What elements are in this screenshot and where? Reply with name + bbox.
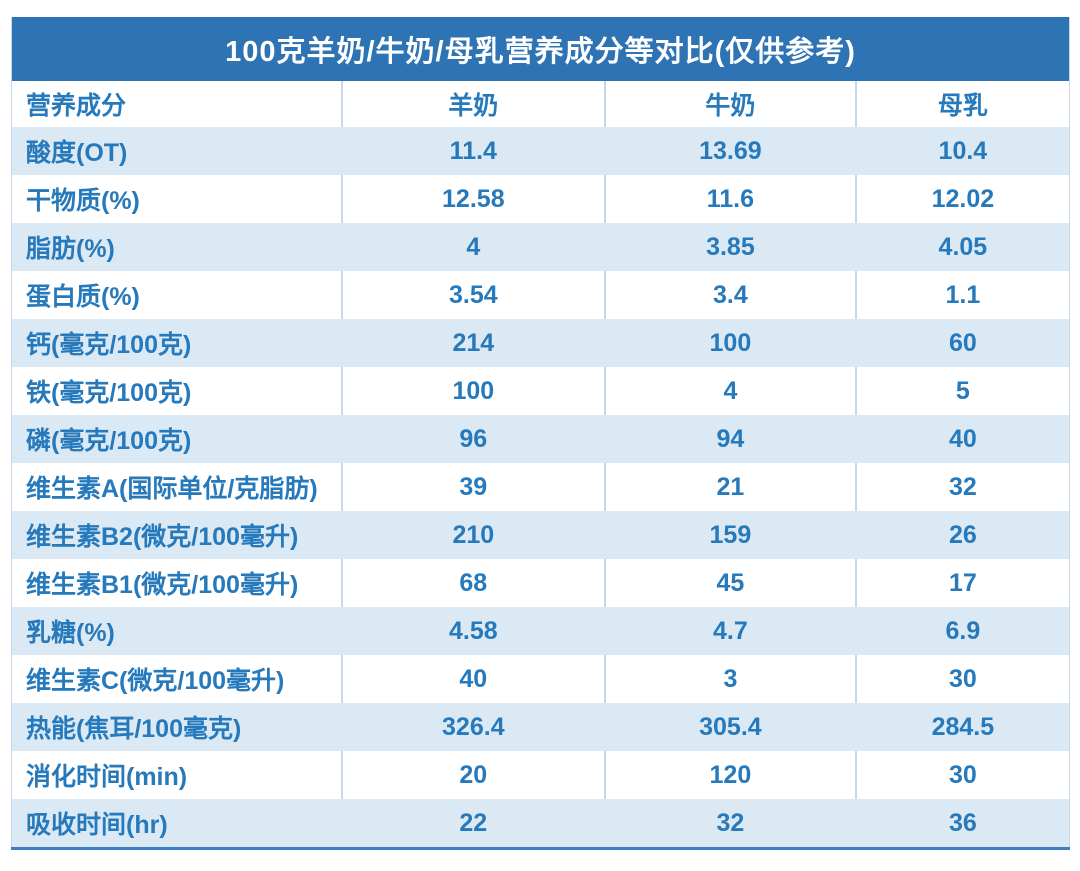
table-row: 铁(毫克/100克) 100 4 5: [11, 367, 1070, 415]
value-cell: 94: [716, 424, 745, 453]
page: 100克羊奶/牛奶/母乳营养成分等对比(仅供参考) 营养成分 羊奶 牛奶 母乳 酸度(…: [11, 17, 1070, 850]
table-row: 酸度(OT) 11.4 13.69 10.4: [11, 127, 1070, 175]
row-label: 磷(毫克/100克): [26, 427, 192, 455]
value-cell: 6.9: [945, 616, 981, 645]
value-cell: 68: [340, 559, 606, 607]
value-cell: 13.69: [699, 136, 762, 165]
value-cell: 30: [854, 655, 1070, 703]
row-label: 脂肪(%): [26, 235, 115, 263]
row-label: 乳糖(%): [26, 619, 115, 647]
value-cell: 5: [854, 367, 1070, 415]
value-cell: 3.85: [706, 232, 755, 261]
table-row: 吸收时间(hr) 22 32 36: [11, 799, 1070, 849]
row-label: 维生素A(国际单位/克脂肪): [26, 475, 318, 503]
table-row: 干物质(%) 12.58 11.6 12.02: [11, 175, 1070, 223]
value-cell: 21: [604, 463, 856, 511]
row-label: 钙(毫克/100克): [26, 331, 192, 359]
row-label: 吸收时间(hr): [26, 811, 168, 839]
value-cell: 284.5: [931, 712, 995, 741]
value-cell: 17: [854, 559, 1070, 607]
table-row: 消化时间(min) 20 120 30: [11, 751, 1070, 799]
value-cell: 100: [340, 367, 606, 415]
value-cell: 10.4: [938, 136, 988, 165]
value-cell: 120: [604, 751, 856, 799]
table-row: 维生素B2(微克/100毫升) 210 159 26: [11, 511, 1070, 559]
title-row: 100克羊奶/牛奶/母乳营养成分等对比(仅供参考): [11, 17, 1070, 81]
value-cell: 305.4: [699, 712, 762, 741]
row-label: 蛋白质(%): [26, 283, 140, 311]
value-cell: 3.54: [340, 271, 606, 319]
table-row: 磷(毫克/100克) 96 94 40: [11, 415, 1070, 463]
value-cell: 36: [948, 808, 977, 837]
value-cell: 326.4: [442, 712, 505, 741]
column-header-breast-milk: 母乳: [854, 81, 1070, 127]
value-cell: 210: [452, 520, 495, 549]
column-header-cow-milk: 牛奶: [604, 81, 856, 127]
column-header-nutrient: 营养成分: [11, 81, 342, 127]
value-cell: 4.58: [448, 616, 498, 645]
value-cell: 40: [948, 424, 977, 453]
value-cell: 32: [854, 463, 1070, 511]
table-row: 维生素C(微克/100毫升) 40 3 30: [11, 655, 1070, 703]
row-label: 消化时间(min): [26, 763, 188, 791]
table-row: 蛋白质(%) 3.54 3.4 1.1: [11, 271, 1070, 319]
value-cell: 1.1: [854, 271, 1070, 319]
table-row: 乳糖(%) 4.58 4.7 6.9: [11, 607, 1070, 655]
nutrition-comparison-table: 100克羊奶/牛奶/母乳营养成分等对比(仅供参考) 营养成分 羊奶 牛奶 母乳 酸度(…: [11, 17, 1070, 850]
value-cell: 214: [452, 328, 495, 357]
row-label: 维生素B2(微克/100毫升): [26, 523, 299, 551]
table-row: 热能(焦耳/100毫克) 326.4 305.4 284.5: [11, 703, 1070, 751]
value-cell: 39: [340, 463, 606, 511]
value-cell: 11.6: [604, 175, 856, 223]
row-label: 维生素C(微克/100毫升): [26, 667, 285, 695]
row-label: 铁(毫克/100克): [26, 379, 192, 407]
row-label: 热能(焦耳/100毫克): [26, 715, 242, 743]
value-cell: 60: [948, 328, 977, 357]
value-cell: 26: [948, 520, 977, 549]
table-row: 维生素B1(微克/100毫升) 68 45 17: [11, 559, 1070, 607]
row-label: 维生素B1(微克/100毫升): [26, 571, 299, 599]
value-cell: 40: [340, 655, 606, 703]
row-label: 干物质(%): [26, 187, 140, 215]
row-label: 酸度(OT): [26, 139, 128, 167]
value-cell: 3: [604, 655, 856, 703]
column-header-goat-milk: 羊奶: [340, 81, 606, 127]
value-cell: 4: [604, 367, 856, 415]
value-cell: 12.58: [340, 175, 606, 223]
table-title: 100克羊奶/牛奶/母乳营养成分等对比(仅供参考): [11, 17, 1070, 81]
value-cell: 4.05: [938, 232, 988, 261]
value-cell: 96: [459, 424, 488, 453]
value-cell: 11.4: [449, 136, 497, 165]
value-cell: 3.4: [604, 271, 856, 319]
table-row: 维生素A(国际单位/克脂肪) 39 21 32: [11, 463, 1070, 511]
table-row: 钙(毫克/100克) 214 100 60: [11, 319, 1070, 367]
value-cell: 159: [709, 520, 752, 549]
value-cell: 4: [466, 232, 481, 261]
value-cell: 32: [716, 808, 745, 837]
value-cell: 20: [340, 751, 606, 799]
value-cell: 22: [459, 808, 488, 837]
value-cell: 45: [604, 559, 856, 607]
value-cell: 4.7: [713, 616, 748, 645]
table-row: 脂肪(%) 4 3.85 4.05: [11, 223, 1070, 271]
value-cell: 100: [709, 328, 752, 357]
value-cell: 30: [854, 751, 1070, 799]
header-row: 营养成分 羊奶 牛奶 母乳: [11, 81, 1070, 127]
value-cell: 12.02: [854, 175, 1070, 223]
